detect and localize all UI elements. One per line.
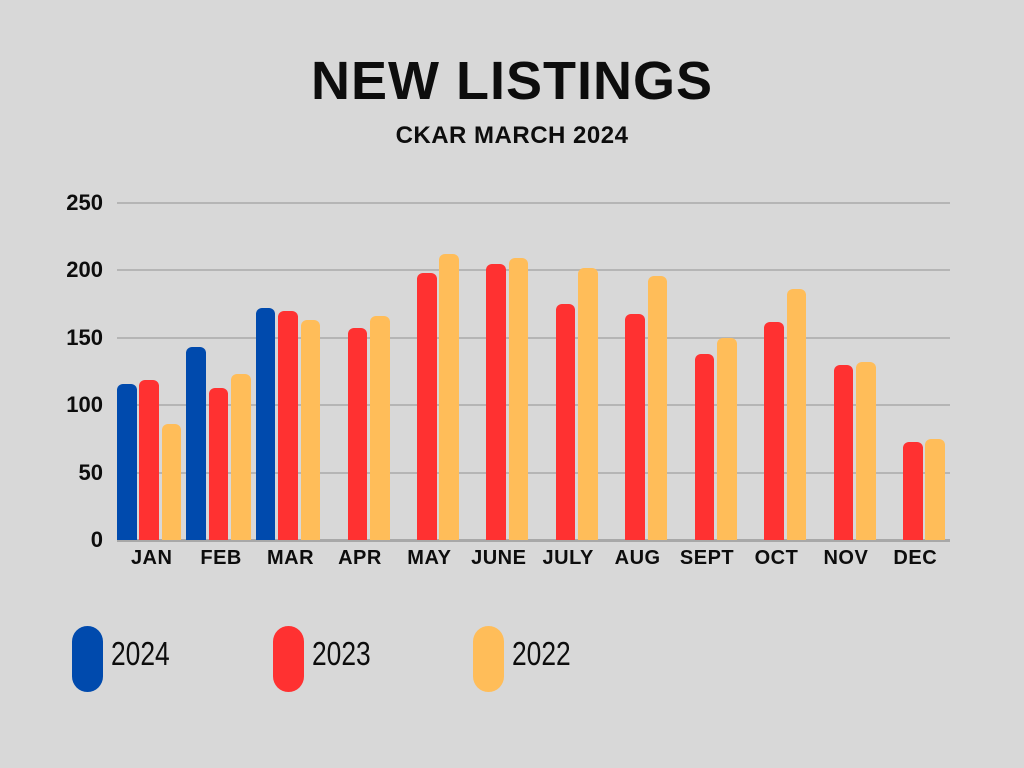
bar-2023-june bbox=[486, 263, 507, 540]
bar-2022-jan bbox=[161, 424, 182, 540]
bar-2024-mar bbox=[255, 308, 276, 540]
y-axis-label-200: 200 bbox=[66, 257, 103, 283]
bar-2022-oct bbox=[786, 289, 807, 540]
x-axis-label-may: MAY bbox=[407, 547, 452, 569]
x-axis-label-feb: FEB bbox=[200, 547, 242, 569]
bar-group-aug: AUG bbox=[603, 203, 672, 569]
x-axis-label-apr: APR bbox=[338, 547, 382, 569]
legend-item-2023: 2023 bbox=[273, 626, 385, 692]
x-axis-baseline bbox=[117, 539, 950, 542]
x-axis-label-jan: JAN bbox=[130, 547, 173, 569]
legend-label-2023: 2023 bbox=[312, 635, 371, 672]
chart-legend: 2024 2023 2022 bbox=[0, 626, 1024, 696]
bar-group-may: MAY bbox=[395, 203, 464, 569]
gridline-200 bbox=[117, 269, 950, 272]
bar-2023-feb bbox=[208, 387, 229, 540]
bar-group-apr: APR bbox=[325, 203, 394, 569]
bar-2022-may bbox=[439, 254, 460, 540]
bar-2024-feb bbox=[186, 347, 206, 540]
legend-label-2022: 2022 bbox=[512, 635, 571, 672]
legend-label-2024: 2024 bbox=[111, 635, 170, 672]
bar-2024-jan bbox=[117, 383, 137, 540]
legend-swatch-2024 bbox=[72, 626, 103, 692]
bar-2022-aug bbox=[647, 275, 668, 540]
x-axis-label-dec: DEC bbox=[893, 547, 938, 569]
bar-group-sept: SEPT bbox=[672, 203, 741, 569]
bar-2023-apr bbox=[347, 328, 368, 540]
bar-2023-jan bbox=[139, 379, 159, 540]
bar-2022-feb bbox=[231, 374, 251, 540]
y-axis-label-0: 0 bbox=[90, 527, 103, 552]
bar-2023-aug bbox=[625, 313, 645, 540]
bar-group-dec: DEC bbox=[881, 203, 950, 569]
y-axis-label-250: 250 bbox=[66, 190, 103, 215]
legend-swatch-2023 bbox=[273, 626, 304, 692]
bar-2022-apr bbox=[370, 316, 390, 540]
bar-2022-dec bbox=[925, 438, 945, 540]
x-axis-label-june: JUNE bbox=[471, 547, 527, 569]
x-axis-label-oct: OCT bbox=[754, 547, 799, 569]
bar-2023-sept bbox=[694, 353, 715, 540]
bar-group-nov: NOV bbox=[811, 203, 880, 569]
bar-2023-dec bbox=[902, 441, 923, 540]
bar-2022-sept bbox=[717, 337, 737, 540]
bar-group-feb: FEB bbox=[186, 203, 255, 569]
x-axis-label-aug: AUG bbox=[614, 547, 661, 569]
bar-2022-mar bbox=[300, 320, 321, 540]
legend-item-2024: 2024 bbox=[72, 626, 184, 692]
bar-2022-july bbox=[578, 267, 598, 540]
bar-group-july: JULY bbox=[534, 203, 603, 569]
bar-2023-mar bbox=[278, 310, 298, 540]
x-axis-label-nov: NOV bbox=[823, 547, 869, 569]
y-axis-label-150: 150 bbox=[66, 324, 103, 350]
legend-item-2022: 2022 bbox=[473, 626, 585, 692]
legend-swatch-2022 bbox=[473, 626, 504, 692]
bar-group-jan: JAN bbox=[117, 203, 186, 569]
bar-group-mar: MAR bbox=[255, 203, 325, 569]
bar-2023-oct bbox=[764, 321, 784, 540]
bar-2023-nov bbox=[833, 364, 854, 540]
bar-group-oct: OCT bbox=[742, 203, 811, 569]
bar-2023-may bbox=[417, 273, 437, 540]
gridline-50 bbox=[117, 471, 950, 474]
gridline-250 bbox=[117, 202, 950, 204]
bar-group-june: JUNE bbox=[464, 203, 533, 569]
chart-title: NEW LISTINGS bbox=[311, 51, 713, 111]
bar-2023-july bbox=[555, 304, 576, 540]
gridline-150 bbox=[117, 336, 950, 339]
y-axis-label-100: 100 bbox=[66, 392, 103, 418]
bar-2022-nov bbox=[855, 362, 876, 540]
x-axis-label-mar: MAR bbox=[267, 547, 315, 569]
chart-subtitle: CKAR MARCH 2024 bbox=[395, 122, 629, 149]
bar-2022-june bbox=[508, 258, 529, 540]
bar-chart-plot-area: 0 50 100 150 200 250 JAN FEB MAR APR MAY JUNE JULY AU… bbox=[66, 190, 950, 569]
gridline-100 bbox=[117, 404, 950, 407]
y-axis-label-50: 50 bbox=[78, 459, 103, 485]
x-axis-label-sept: SEPT bbox=[679, 547, 735, 569]
x-axis-label-july: JULY bbox=[542, 547, 594, 569]
